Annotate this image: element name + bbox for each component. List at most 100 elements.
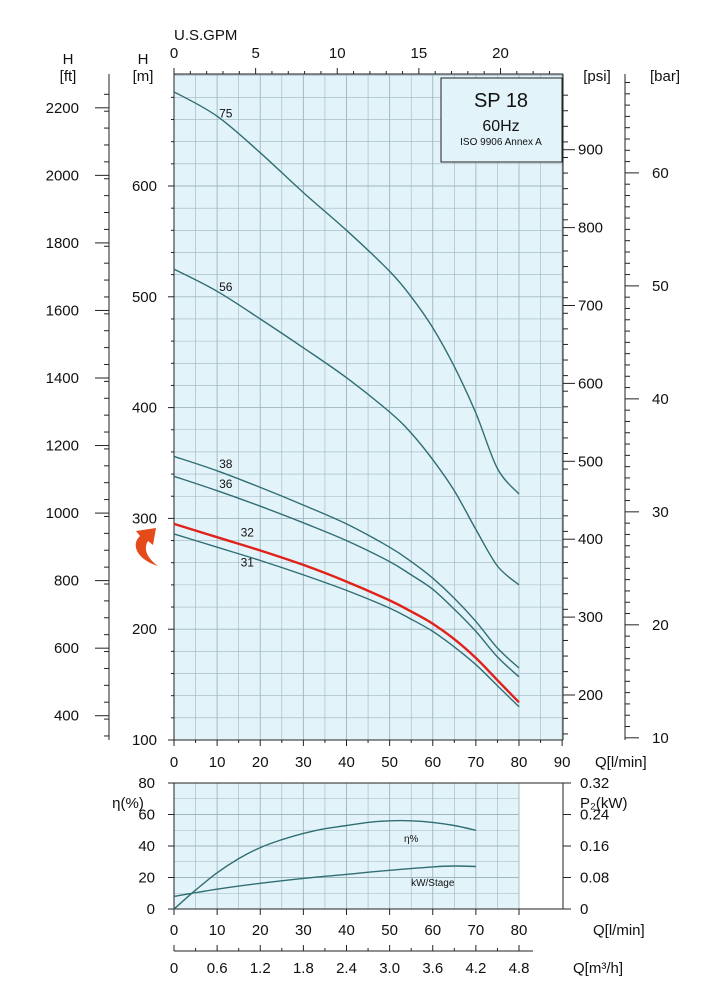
power-tick-label: 0 xyxy=(580,901,588,918)
curve-label-31: 31 xyxy=(241,556,255,570)
head-curve-36 xyxy=(173,475,520,678)
ft-tick-label: 400 xyxy=(54,708,79,725)
m-tick-label: 500 xyxy=(132,289,157,306)
efficiency-curves: η% kW/Stage xyxy=(173,819,477,910)
psi-tick-label: 300 xyxy=(578,609,603,626)
ft-tick-label: 1200 xyxy=(46,438,79,455)
curve-label-36: 36 xyxy=(219,477,233,491)
gpm-tick-label: 5 xyxy=(251,45,259,62)
power-tick-label: 0.24 xyxy=(580,807,609,824)
x-tick-label: 90 xyxy=(554,754,571,771)
m-tick-label: 600 xyxy=(132,178,157,195)
m3h-tick-label: 3.0 xyxy=(379,960,400,977)
head-grid xyxy=(173,74,563,741)
eff-y-tick-label: 80 xyxy=(138,775,155,792)
psi-tick-label: 600 xyxy=(578,375,603,392)
eff-x-tick-label: 50 xyxy=(381,922,398,939)
bar-tick-label: 20 xyxy=(652,617,669,634)
x-tick-label: 0 xyxy=(170,754,178,771)
curve-label-32: 32 xyxy=(241,526,255,540)
gpm-tick-label: 10 xyxy=(329,45,346,62)
bar-tick-label: 60 xyxy=(652,165,669,182)
x-tick-label: 50 xyxy=(381,754,398,771)
ft-tick-label: 800 xyxy=(54,573,79,590)
bar-axis-label: [bar] xyxy=(650,68,680,85)
eff-x-tick-label: 10 xyxy=(209,922,226,939)
x-tick-label: 70 xyxy=(468,754,485,771)
ft-tick-label: 1400 xyxy=(46,370,79,387)
eff-y-tick-label: 40 xyxy=(138,838,155,855)
eff-x-tick-label: 70 xyxy=(468,922,485,939)
m3h-tick-label: 1.2 xyxy=(250,960,271,977)
curve-label-38: 38 xyxy=(219,457,233,471)
ft-tick-label: 1800 xyxy=(46,235,79,252)
head-curve-75 xyxy=(173,91,520,495)
chart-subtitle: 60Hz xyxy=(482,118,519,135)
psi-tick-label: 400 xyxy=(578,531,603,548)
power-tick-label: 0.16 xyxy=(580,838,609,855)
bar-tick-label: 30 xyxy=(652,504,669,521)
psi-tick-label: 800 xyxy=(578,220,603,237)
x-tick-label: 30 xyxy=(295,754,312,771)
ft-tick-label: 1600 xyxy=(46,302,79,319)
ft-axis-label-top: H xyxy=(63,51,74,68)
psi-tick-label: 700 xyxy=(578,297,603,314)
curve-label-75: 75 xyxy=(219,107,233,121)
ft-tick-label: 2000 xyxy=(46,167,79,184)
eff-x-tick-label: 30 xyxy=(295,922,312,939)
ft-tick-label: 2200 xyxy=(46,100,79,117)
power-tick-label: 0.32 xyxy=(580,775,609,792)
m3h-tick-label: 3.6 xyxy=(422,960,443,977)
x-tick-label: 20 xyxy=(252,754,269,771)
gpm-tick-label: 20 xyxy=(492,45,509,62)
psi-tick-label: 900 xyxy=(578,142,603,159)
m3h-tick-label: 4.8 xyxy=(509,960,530,977)
head-curve-56 xyxy=(173,268,520,586)
bar-tick-label: 50 xyxy=(652,278,669,295)
psi-axis-label: [psi] xyxy=(583,68,611,85)
flow-m3h-axis-label: Q[m³/h] xyxy=(573,960,623,977)
head-plot-area xyxy=(174,74,563,740)
m-axis-label: [m] xyxy=(133,68,154,85)
bar-tick-label: 40 xyxy=(652,391,669,408)
eff-x-tick-label: 80 xyxy=(511,922,528,939)
m-tick-label: 400 xyxy=(132,400,157,417)
head-curves: 75 56 38 36 32 31 xyxy=(173,91,520,708)
eff-x-tick-label: 60 xyxy=(424,922,441,939)
chart-note: ISO 9906 Annex A xyxy=(460,137,542,148)
m3h-tick-label: 0 xyxy=(170,960,178,977)
top-axis-label: U.S.GPM xyxy=(174,27,237,44)
m-axis-label-top: H xyxy=(138,51,149,68)
efficiency-axis-label: η(%) xyxy=(112,795,144,812)
psi-tick-label: 200 xyxy=(578,687,603,704)
psi-tick-label: 500 xyxy=(578,453,603,470)
m3h-tick-label: 4.2 xyxy=(465,960,486,977)
eff-curve-power xyxy=(173,865,476,898)
eff-x-tick-label: 0 xyxy=(170,922,178,939)
head-curve-38 xyxy=(173,455,520,669)
m-tick-label: 200 xyxy=(132,621,157,638)
flow-axis-label-lower: Q[l/min] xyxy=(593,922,645,939)
x-tick-label: 80 xyxy=(511,754,528,771)
curve-label-56: 56 xyxy=(219,280,233,294)
gpm-tick-label: 15 xyxy=(411,45,428,62)
x-tick-label: 10 xyxy=(209,754,226,771)
eff-x-tick-label: 40 xyxy=(338,922,355,939)
m3h-tick-label: 2.4 xyxy=(336,960,357,977)
eff-y-tick-label: 20 xyxy=(138,870,155,887)
selection-arrow-icon xyxy=(135,528,158,566)
m3h-tick-label: 0.6 xyxy=(207,960,228,977)
power-axis-label: P₂(kW) xyxy=(580,795,627,812)
x-tick-label: 40 xyxy=(338,754,355,771)
m-tick-label: 100 xyxy=(132,732,157,749)
ft-tick-label: 600 xyxy=(54,640,79,657)
m3h-tick-label: 1.8 xyxy=(293,960,314,977)
eff-y-tick-label: 60 xyxy=(138,807,155,824)
power-tick-label: 0.08 xyxy=(580,870,609,887)
head-curve-31 xyxy=(173,533,520,708)
axes xyxy=(95,68,639,952)
ft-tick-label: 1000 xyxy=(46,505,79,522)
ft-axis-label: [ft] xyxy=(60,68,77,85)
